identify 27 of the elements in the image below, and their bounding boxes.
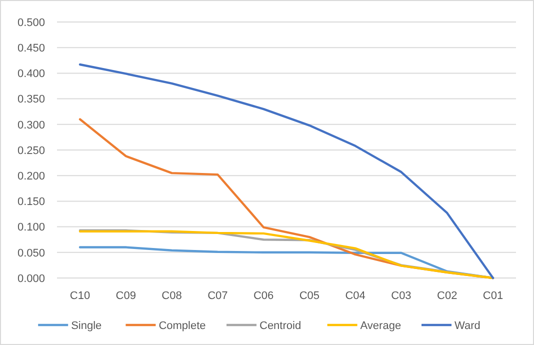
y-tick-label: 0.000 [17, 272, 45, 285]
y-tick-label: 0.300 [17, 119, 45, 132]
x-tick-label: C09 [116, 290, 136, 302]
y-tick-label: 0.500 [17, 16, 45, 29]
x-tick-label: C06 [253, 290, 274, 302]
legend-label: Complete [158, 320, 206, 332]
legend-label: Single [71, 320, 102, 332]
legend-label: Ward [454, 320, 480, 332]
y-tick-label: 0.350 [17, 94, 45, 106]
x-tick-label: C02 [437, 290, 458, 302]
legend-label: Centroid [260, 320, 302, 332]
y-tick-label: 0.400 [17, 68, 45, 80]
x-tick-label: C01 [482, 290, 504, 302]
legend-label: Average [360, 320, 402, 332]
x-tick-label: C07 [208, 290, 228, 302]
y-tick-label: 0.200 [17, 170, 45, 182]
x-tick-label: C03 [391, 290, 412, 302]
y-tick-label: 0.150 [17, 196, 45, 208]
y-tick-label: 0.050 [17, 247, 45, 260]
x-tick-label: C05 [299, 290, 320, 302]
x-tick-label: C08 [162, 290, 182, 302]
x-tick-label: C10 [70, 290, 90, 302]
y-tick-label: 0.450 [17, 42, 45, 54]
x-tick-label: C04 [345, 290, 366, 302]
y-tick-label: 0.250 [17, 144, 45, 157]
y-tick-label: 0.100 [17, 222, 45, 234]
line-series [78, 63, 494, 280]
